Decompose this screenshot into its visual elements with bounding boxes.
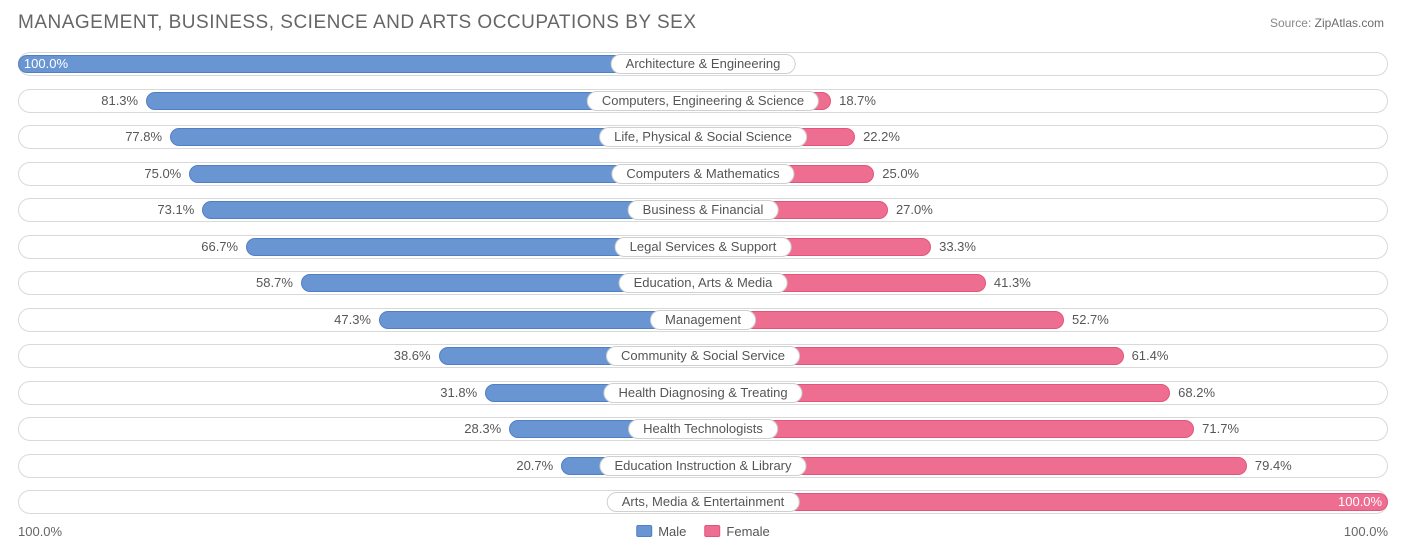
table-row: 47.3% 52.7% Management bbox=[18, 304, 1388, 338]
male-value: 77.8% bbox=[125, 128, 162, 146]
table-row: 75.0% 25.0% Computers & Mathematics bbox=[18, 158, 1388, 192]
female-value: 79.4% bbox=[1255, 457, 1292, 475]
female-bar bbox=[703, 311, 1064, 329]
table-row: 38.6% 61.4% Community & Social Service bbox=[18, 340, 1388, 374]
legend-item-female: Female bbox=[704, 524, 769, 539]
table-row: 81.3% 18.7% Computers, Engineering & Scien… bbox=[18, 85, 1388, 119]
male-value: 58.7% bbox=[256, 274, 293, 292]
male-value: 75.0% bbox=[144, 165, 181, 183]
table-row: 0.0%100.0%Arts, Media & Entertainment bbox=[18, 486, 1388, 520]
legend-item-male: Male bbox=[636, 524, 686, 539]
category-label: Arts, Media & Entertainment bbox=[607, 492, 800, 512]
table-row: 20.7% 79.4% Education Instruction & Librar… bbox=[18, 450, 1388, 484]
male-swatch-icon bbox=[636, 525, 652, 537]
source-site: ZipAtlas.com bbox=[1315, 16, 1384, 30]
category-label: Life, Physical & Social Science bbox=[599, 127, 807, 147]
male-value: 38.6% bbox=[394, 347, 431, 365]
male-value: 100.0% bbox=[24, 55, 68, 73]
source-label: Source: bbox=[1270, 16, 1311, 30]
category-label: Architecture & Engineering bbox=[611, 54, 796, 74]
category-label: Health Diagnosing & Treating bbox=[603, 383, 802, 403]
category-label: Business & Financial bbox=[628, 200, 779, 220]
male-value: 20.7% bbox=[516, 457, 553, 475]
female-value: 71.7% bbox=[1202, 420, 1239, 438]
male-value: 47.3% bbox=[334, 311, 371, 329]
male-value: 81.3% bbox=[101, 92, 138, 110]
chart-area: 100.0%0.0%Architecture & Engineering81.3… bbox=[18, 48, 1388, 520]
legend: Male Female bbox=[636, 524, 770, 539]
male-bar bbox=[18, 55, 703, 73]
category-label: Computers, Engineering & Science bbox=[587, 91, 819, 111]
table-row: 31.8% 68.2% Health Diagnosing & Treating bbox=[18, 377, 1388, 411]
female-value: 25.0% bbox=[882, 165, 919, 183]
axis-row: 100.0% Male Female 100.0% bbox=[18, 524, 1388, 546]
category-label: Health Technologists bbox=[628, 419, 778, 439]
female-swatch-icon bbox=[704, 525, 720, 537]
female-value: 52.7% bbox=[1072, 311, 1109, 329]
category-label: Management bbox=[650, 310, 756, 330]
female-value: 100.0% bbox=[1338, 493, 1382, 511]
female-value: 27.0% bbox=[896, 201, 933, 219]
category-label: Education Instruction & Library bbox=[599, 456, 806, 476]
category-label: Computers & Mathematics bbox=[611, 164, 794, 184]
table-row: 77.8% 22.2% Life, Physical & Social Scienc… bbox=[18, 121, 1388, 155]
table-row: 58.7% 41.3% Education, Arts & Media bbox=[18, 267, 1388, 301]
table-row: 66.7% 33.3% Legal Services & Support bbox=[18, 231, 1388, 265]
legend-male-label: Male bbox=[658, 524, 686, 539]
male-value: 66.7% bbox=[201, 238, 238, 256]
male-value: 73.1% bbox=[157, 201, 194, 219]
axis-left-label: 100.0% bbox=[18, 524, 62, 539]
table-row: 73.1% 27.0% Business & Financial bbox=[18, 194, 1388, 228]
female-value: 68.2% bbox=[1178, 384, 1215, 402]
female-value: 41.3% bbox=[994, 274, 1031, 292]
table-row: 28.3% 71.7% Health Technologists bbox=[18, 413, 1388, 447]
female-value: 22.2% bbox=[863, 128, 900, 146]
category-label: Community & Social Service bbox=[606, 346, 800, 366]
category-label: Legal Services & Support bbox=[615, 237, 792, 257]
category-label: Education, Arts & Media bbox=[619, 273, 788, 293]
female-value: 18.7% bbox=[839, 92, 876, 110]
legend-female-label: Female bbox=[726, 524, 769, 539]
female-value: 33.3% bbox=[939, 238, 976, 256]
source-attribution: Source: ZipAtlas.com bbox=[1270, 16, 1384, 30]
male-value: 31.8% bbox=[440, 384, 477, 402]
female-value: 61.4% bbox=[1132, 347, 1169, 365]
axis-right-label: 100.0% bbox=[1344, 524, 1388, 539]
female-bar bbox=[703, 493, 1388, 511]
table-row: 100.0%0.0%Architecture & Engineering bbox=[18, 48, 1388, 82]
chart-title: MANAGEMENT, BUSINESS, SCIENCE AND ARTS O… bbox=[18, 12, 1388, 34]
male-value: 28.3% bbox=[464, 420, 501, 438]
